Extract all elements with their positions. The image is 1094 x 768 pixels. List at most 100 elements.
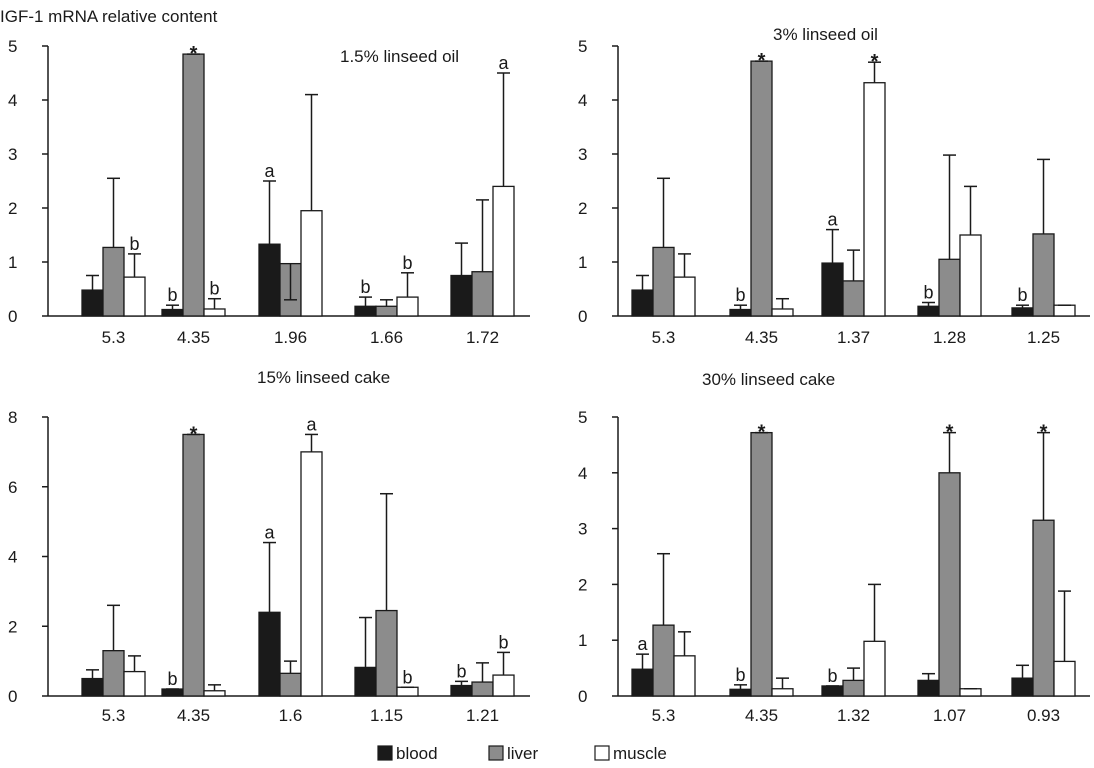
bar-blood	[729, 308, 752, 317]
bar-blood	[917, 305, 940, 317]
bar-muscle	[1053, 304, 1076, 317]
bar-muscle	[123, 276, 146, 317]
y-tick-label: 0	[578, 307, 587, 326]
category-label: 1.66	[370, 328, 403, 347]
bar-liver	[182, 433, 205, 697]
legend-item-liver: liver	[488, 744, 539, 763]
bar-liver	[652, 624, 675, 697]
bar-muscle	[300, 451, 323, 697]
significance-letter: a	[306, 414, 317, 434]
y-tick-label: 0	[578, 687, 587, 706]
significance-letter: b	[402, 253, 412, 273]
bar-blood	[631, 668, 654, 697]
bar-muscle	[771, 308, 794, 317]
category-label: 5.3	[652, 328, 676, 347]
y-axis-label: IGF-1 mRNA relative content	[0, 7, 218, 26]
bar-blood	[450, 684, 473, 697]
bar-muscle	[673, 276, 696, 317]
y-tick-label: 5	[8, 37, 17, 56]
bar-blood	[450, 274, 473, 317]
y-tick-label: 0	[8, 307, 17, 326]
bar-blood	[821, 262, 844, 317]
significance-letter: b	[167, 669, 177, 689]
bar-liver	[279, 672, 302, 697]
y-tick-label: 1	[8, 253, 17, 272]
significance-star: *	[758, 50, 766, 72]
category-label: 5.3	[652, 706, 676, 725]
bar-liver	[375, 305, 398, 317]
bar-liver	[1032, 233, 1055, 317]
bar-liver	[471, 271, 494, 317]
bar-blood	[1011, 677, 1034, 697]
y-tick-label: 0	[8, 687, 17, 706]
y-tick-label: 1	[578, 631, 587, 650]
y-tick-label: 2	[578, 575, 587, 594]
bar-muscle	[492, 674, 515, 697]
legend-label: liver	[507, 744, 539, 763]
significance-letter: b	[129, 234, 139, 254]
bar-blood	[729, 688, 752, 697]
category-label: 1.21	[466, 706, 499, 725]
y-tick-label: 2	[8, 199, 17, 218]
category-label: 1.6	[279, 706, 303, 725]
bar-muscle	[1053, 660, 1076, 697]
category-label: 4.35	[745, 706, 778, 725]
bar-blood	[354, 666, 377, 697]
category-label: 5.3	[102, 328, 126, 347]
significance-letter: b	[360, 277, 370, 297]
legend-item-muscle: muscle	[594, 744, 667, 763]
bar-blood	[821, 685, 844, 697]
significance-letter: b	[402, 667, 412, 687]
bar-muscle	[863, 640, 886, 697]
bar-liver	[471, 681, 494, 697]
chart-panel-2: 3% linseed oil 0 1 2 3 4 5 5.3 b * 4.35 a * 1.37 b 1.28…	[578, 25, 1090, 347]
bar-muscle	[863, 82, 886, 317]
legend-label: muscle	[613, 744, 667, 763]
category-label: 1.25	[1027, 328, 1060, 347]
bar-liver	[1032, 519, 1055, 697]
significance-letter: a	[498, 53, 509, 73]
bar-muscle	[959, 234, 982, 317]
chart-panel-1: 1.5% linseed oil 0 1 2 3 4 5 b 5.3 b * b 4.35 a 1.96 b b…	[8, 37, 530, 347]
bar-liver	[938, 258, 961, 317]
category-label: 1.15	[370, 706, 403, 725]
significance-letter: b	[167, 285, 177, 305]
bar-liver	[652, 246, 675, 317]
y-tick-label: 4	[8, 91, 17, 110]
significance-letter: b	[735, 665, 745, 685]
bar-blood	[81, 289, 104, 317]
bar-blood	[258, 611, 281, 697]
bar-muscle	[396, 296, 419, 317]
significance-letter: b	[923, 283, 933, 303]
legend-swatch	[488, 745, 504, 761]
panel-title: 3% linseed oil	[773, 25, 878, 44]
category-label: 1.07	[933, 706, 966, 725]
bar-blood	[354, 305, 377, 317]
bar-liver	[842, 679, 865, 697]
bar-muscle	[673, 655, 696, 697]
category-label: 1.28	[933, 328, 966, 347]
bar-muscle	[771, 688, 794, 697]
significance-star: *	[758, 422, 766, 444]
category-label: 4.35	[177, 706, 210, 725]
y-tick-label: 5	[578, 408, 587, 427]
y-tick-label: 5	[578, 37, 587, 56]
significance-star: *	[946, 422, 954, 444]
category-label: 1.96	[274, 328, 307, 347]
y-tick-label: 8	[8, 408, 17, 427]
y-tick-label: 4	[8, 548, 17, 567]
bar-liver	[375, 609, 398, 697]
category-label: 1.32	[837, 706, 870, 725]
legend-swatch	[594, 745, 610, 761]
legend: blood liver muscle	[377, 744, 667, 763]
bar-liver	[750, 431, 773, 697]
legend-item-blood: blood	[377, 744, 438, 763]
significance-letter: a	[827, 210, 838, 230]
category-label: 4.35	[177, 328, 210, 347]
panel-title: 30% linseed cake	[702, 370, 835, 389]
y-tick-label: 3	[8, 145, 17, 164]
y-tick-label: 3	[578, 145, 587, 164]
bar-blood	[258, 243, 281, 317]
bar-blood	[631, 289, 654, 317]
